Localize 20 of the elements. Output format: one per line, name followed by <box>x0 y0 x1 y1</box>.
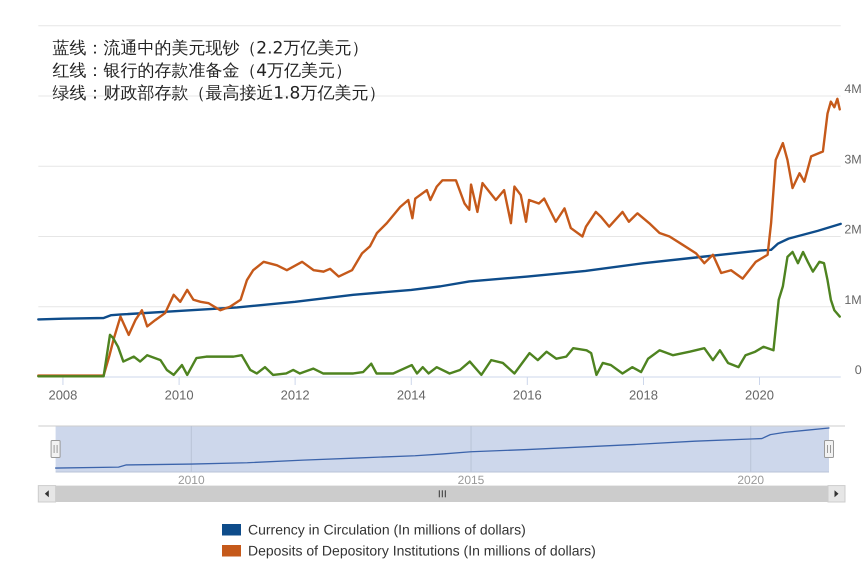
x-tick-label: 2010 <box>178 473 205 487</box>
x-tick-label: 2020 <box>745 388 774 402</box>
y-tick-label: 2M <box>844 222 862 236</box>
y-tick-label: 1M <box>844 292 862 307</box>
x-tick-label: 2018 <box>629 388 658 402</box>
legend-label: Deposits of Depository Institutions (In millions of dollars) <box>248 542 596 558</box>
x-tick-label: 2010 <box>164 388 194 402</box>
x-tick-label: 2014 <box>396 388 426 402</box>
annotation: 蓝线：流通中的美元现钞（2.2万亿美元） <box>52 38 368 58</box>
x-tick-label: 2016 <box>512 388 542 402</box>
y-tick-label: 0 <box>854 363 862 377</box>
x-tick-label: 2015 <box>458 473 485 487</box>
annotation: 绿线：财政部存款（最高接近1.8万亿美元） <box>52 83 386 104</box>
x-tick-label: 2012 <box>280 388 310 402</box>
y-tick-label: 3M <box>844 152 862 166</box>
legend-label: Currency in Circulation (In millions of dollars) <box>248 522 526 538</box>
x-tick-label: 2020 <box>737 473 764 487</box>
x-tick-label: 2008 <box>48 388 78 402</box>
annotation: 红线：银行的存款准备金（4万亿美元） <box>52 60 352 81</box>
y-tick-label: 4M <box>844 82 862 96</box>
